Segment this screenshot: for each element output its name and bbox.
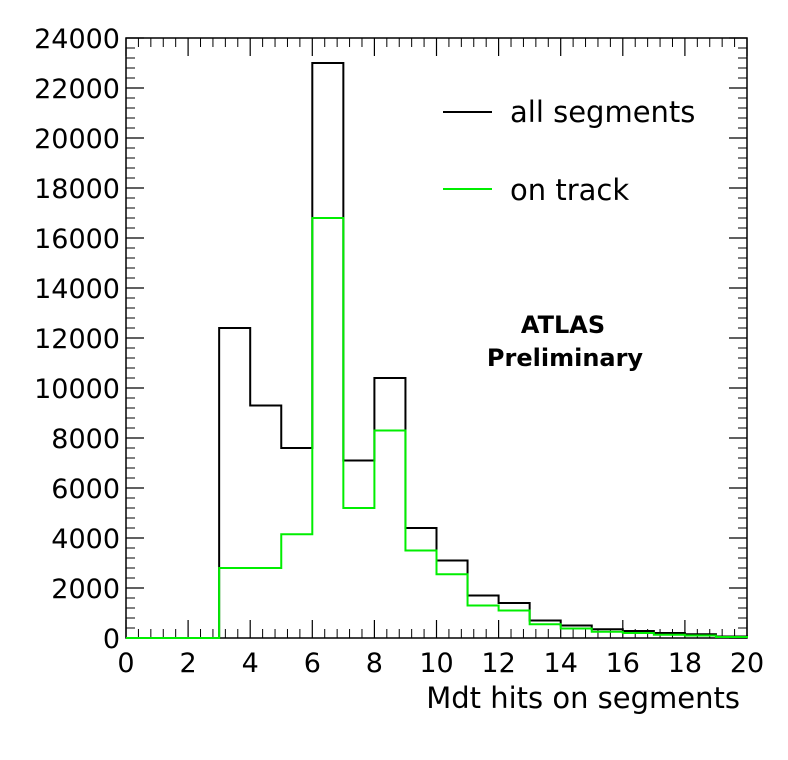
x-tick-label: 8	[366, 648, 383, 679]
y-tick-label: 22000	[34, 74, 120, 105]
y-tick-label: 6000	[51, 474, 120, 505]
atlas-label: ATLAS	[521, 311, 605, 339]
x-tick-label: 16	[606, 648, 640, 679]
y-tick-label: 2000	[51, 574, 120, 605]
y-tick-label: 24000	[34, 24, 120, 55]
y-tick-label: 0	[103, 624, 120, 655]
x-tick-label: 20	[730, 648, 764, 679]
legend: all segments on track	[443, 95, 695, 207]
series-layer	[126, 62, 748, 639]
y-tick-label: 8000	[51, 424, 120, 455]
x-tick-label: 14	[544, 648, 578, 679]
x-tick-label: 0	[117, 648, 134, 679]
y-tick-label: 14000	[34, 274, 120, 305]
y-tick-label: 4000	[51, 524, 120, 555]
y-tick-label: 10000	[34, 374, 120, 405]
axis-ticks	[125, 37, 748, 639]
x-tick-label: 18	[668, 648, 702, 679]
histogram-series-on-track	[126, 217, 748, 639]
y-tick-label: 20000	[34, 124, 120, 155]
preliminary-label: Preliminary	[487, 344, 644, 372]
x-tick-label: 10	[419, 648, 453, 679]
tick-labels: 0 2 4 6 8 10 12 14 16 18 20 0 2000 4000 6000 8000 10000 1…	[34, 24, 764, 679]
legend-label-on-track: on track	[510, 173, 629, 207]
legend-label-all-segments: all segments	[510, 95, 695, 129]
x-tick-label: 2	[180, 648, 197, 679]
x-tick-label: 12	[481, 648, 515, 679]
y-tick-label: 12000	[34, 324, 120, 355]
x-axis-title: Mdt hits on segments	[426, 681, 740, 715]
y-tick-label: 16000	[34, 224, 120, 255]
y-tick-label: 18000	[34, 174, 120, 205]
x-tick-label: 6	[304, 648, 321, 679]
x-tick-label: 4	[242, 648, 259, 679]
